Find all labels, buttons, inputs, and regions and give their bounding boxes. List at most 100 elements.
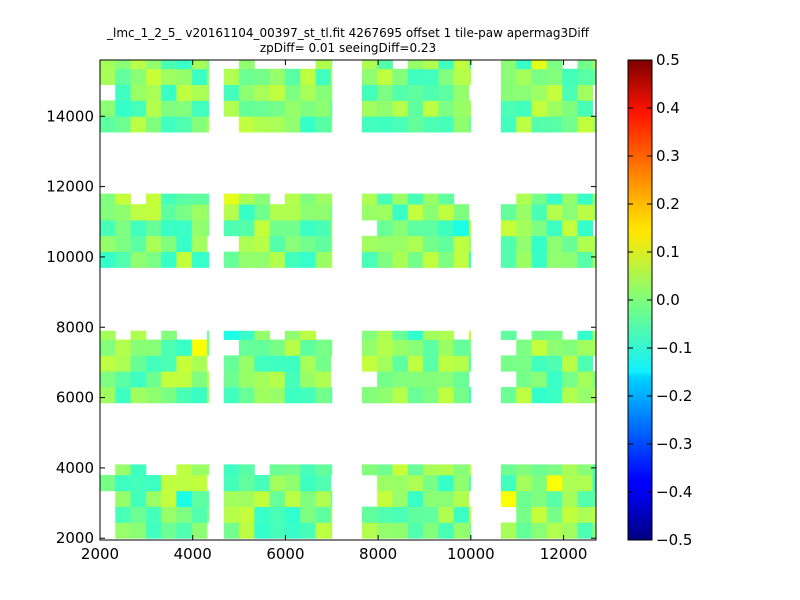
- heatmap-cell: [207, 490, 210, 507]
- heatmap-cell: [191, 204, 208, 221]
- heatmap-cell: [562, 251, 578, 268]
- heatmap-cell: [176, 84, 193, 101]
- heatmap-cell: [300, 387, 316, 404]
- heatmap-cell: [468, 68, 472, 86]
- heatmap-cell: [115, 84, 131, 101]
- heatmap-cell: [145, 490, 162, 507]
- heatmap-cell: [239, 474, 255, 492]
- heatmap-cell: [423, 251, 439, 268]
- heatmap-cell: [284, 506, 301, 523]
- heatmap-cell: [407, 330, 424, 340]
- heatmap-cell: [269, 339, 286, 356]
- heatmap-cell: [176, 355, 193, 372]
- heatmap-cell: [130, 68, 147, 86]
- heatmap-cell: [269, 464, 286, 476]
- heatmap-cell: [500, 60, 517, 70]
- heatmap-cell: [468, 100, 472, 117]
- heatmap-cell: [330, 387, 333, 404]
- heatmap-cell: [516, 100, 532, 117]
- heatmap-cell: [115, 339, 131, 356]
- heatmap-cell: [577, 116, 594, 133]
- heatmap-cell: [145, 68, 162, 86]
- heatmap-cell: [546, 490, 563, 507]
- heatmap-cell: [546, 522, 563, 539]
- heatmap-cell: [577, 204, 594, 221]
- heatmap-cell: [546, 220, 563, 237]
- heatmap-cell: [407, 220, 424, 237]
- heatmap-cell: [500, 464, 517, 476]
- heatmap-cell: [407, 68, 424, 86]
- heatmap-cell: [239, 116, 255, 133]
- heatmap-cell: [191, 193, 208, 205]
- heatmap-cell: [100, 355, 116, 372]
- heatmap-cell: [577, 84, 594, 101]
- heatmap-cell: [239, 464, 255, 476]
- heatmap-cell: [269, 251, 286, 268]
- heatmap-cell: [115, 60, 131, 70]
- heatmap-cell: [407, 60, 424, 70]
- heatmap-cell: [100, 204, 116, 221]
- heatmap-cell: [315, 387, 332, 404]
- heatmap-cell: [500, 474, 517, 492]
- heatmap-cell: [207, 330, 210, 340]
- heatmap-cell: [115, 68, 131, 86]
- heatmap-cell: [361, 506, 378, 523]
- heatmap-cell: [223, 193, 240, 205]
- heatmap-cell: [161, 116, 177, 133]
- heatmap-cell: [176, 251, 193, 268]
- heatmap-cell: [392, 251, 409, 268]
- heatmap-cell: [423, 60, 439, 70]
- heatmap-cell: [438, 60, 455, 70]
- heatmap-cell: [176, 490, 193, 507]
- heatmap-cell: [284, 371, 301, 388]
- heatmap-cell: [223, 474, 240, 492]
- heatmap-cell: [577, 220, 594, 237]
- heatmap-cell: [300, 204, 316, 221]
- heatmap-cell: [500, 100, 517, 117]
- heatmap-cell: [191, 116, 208, 133]
- heatmap-cell: [191, 84, 208, 101]
- heatmap-cell: [254, 355, 271, 372]
- heatmap-cell: [161, 100, 177, 117]
- y-tick-label: 10000: [46, 248, 94, 266]
- heatmap-cell: [407, 506, 424, 523]
- heatmap-cell: [330, 251, 333, 268]
- heatmap-cell: [546, 387, 563, 404]
- heatmap-cell: [392, 474, 409, 492]
- heatmap-cell: [330, 68, 333, 86]
- heatmap-cell: [145, 355, 162, 372]
- heatmap-cell: [161, 68, 177, 86]
- heatmap-cell: [361, 464, 378, 476]
- heatmap-cell: [315, 355, 332, 372]
- heatmap-cell: [468, 330, 472, 340]
- x-tick-label: 12000: [540, 545, 588, 563]
- heatmap-cell: [516, 251, 532, 268]
- heatmap-cell: [577, 490, 594, 507]
- heatmap-cell: [330, 193, 333, 205]
- heatmap-cell: [239, 68, 255, 86]
- heatmap-cell: [130, 100, 147, 117]
- heatmap-cell: [423, 220, 439, 237]
- heatmap-cell: [500, 522, 517, 539]
- heatmap-cell: [115, 387, 131, 404]
- heatmap-cell: [115, 474, 131, 492]
- heatmap-cell: [115, 464, 131, 476]
- heatmap-cell: [115, 506, 131, 523]
- heatmap-cell: [207, 506, 210, 523]
- heatmap-cell: [239, 251, 255, 268]
- heatmap-cell: [438, 506, 455, 523]
- heatmap-cell: [239, 235, 255, 253]
- heatmap-cell: [239, 220, 255, 237]
- heatmap-cell: [377, 60, 393, 70]
- heatmap-cell: [438, 204, 455, 221]
- heatmap-cell: [468, 116, 472, 133]
- heatmap-cell: [500, 68, 517, 86]
- heatmap-cell: [531, 330, 548, 340]
- heatmap-cell: [592, 116, 597, 133]
- heatmap-cell: [130, 84, 147, 101]
- heatmap-cell: [300, 235, 316, 253]
- heatmap-cell: [438, 68, 455, 86]
- heatmap-cell: [361, 387, 378, 404]
- heatmap-cell: [330, 220, 333, 237]
